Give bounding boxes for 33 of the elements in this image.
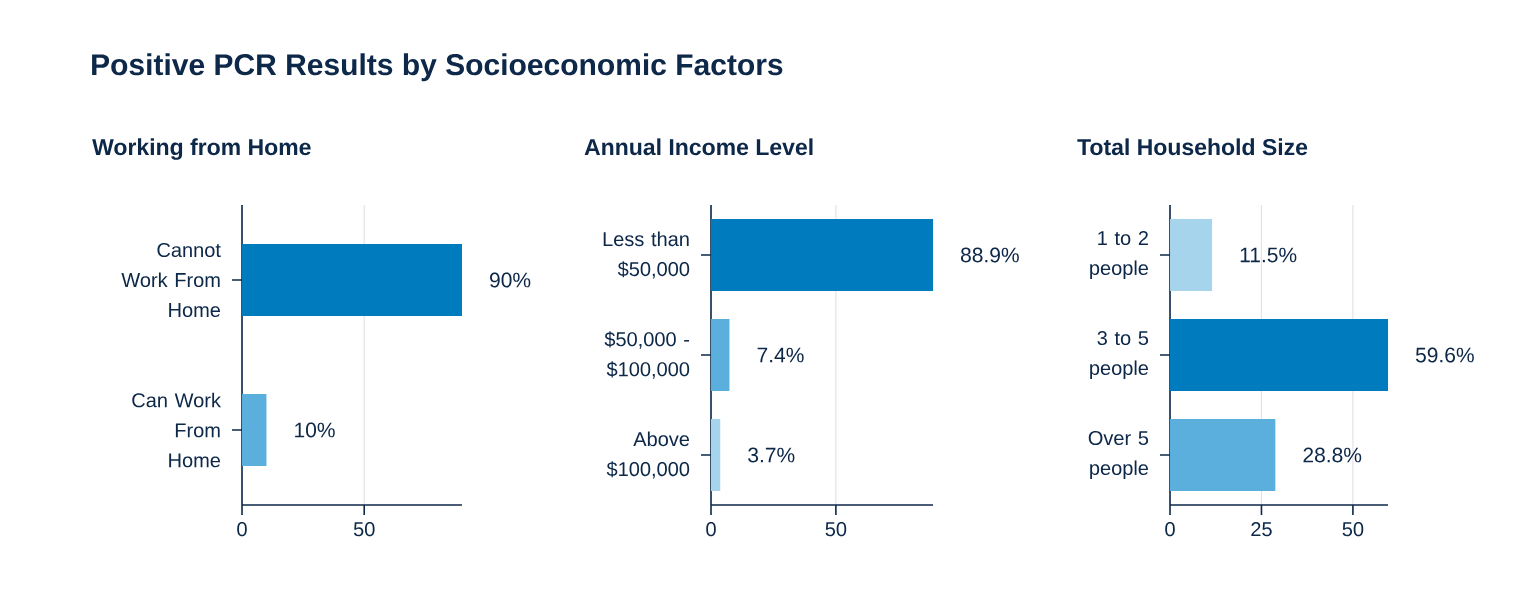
data-label: 7.4% <box>757 347 804 363</box>
x-tick-label: 0 <box>1165 522 1175 537</box>
x-tick-label: 50 <box>353 522 375 537</box>
bar <box>711 219 934 292</box>
bar <box>1170 319 1389 392</box>
y-tick-label: Cannot Work From Home <box>121 242 221 318</box>
bar <box>711 419 721 492</box>
x-tick-label: 25 <box>1251 522 1272 537</box>
y-tick-label: Above $100,000 <box>606 431 690 479</box>
data-label: 88.9% <box>960 247 1019 263</box>
x-tick-label: 50 <box>825 522 847 537</box>
y-tick-label: Over 5 people <box>1088 430 1149 480</box>
y-tick-label: Less than $50,000 <box>603 231 690 279</box>
x-tick-label: 0 <box>237 522 247 537</box>
bar <box>1170 419 1276 492</box>
chart-title: Annual Income Level <box>584 138 813 156</box>
chart-title: Total Household Size <box>1077 138 1308 156</box>
chart-title: Working from Home <box>92 138 311 160</box>
data-label: 59.6% <box>1415 347 1474 363</box>
bar <box>1170 219 1213 292</box>
y-tick-label: 3 to 5 people <box>1090 330 1149 380</box>
x-tick-label: 0 <box>706 522 716 537</box>
data-label: 90% <box>490 272 531 288</box>
text: Positive PCR Results by Socioeconomic Factors <box>92 53 783 82</box>
data-label: 11.5% <box>1240 247 1297 263</box>
bar <box>711 319 730 392</box>
data-label: 3.7% <box>748 447 795 463</box>
y-tick-label: 1 to 2 people <box>1090 230 1149 280</box>
y-tick-label: Can Work From Home <box>132 392 221 468</box>
data-label: 28.8% <box>1303 447 1362 463</box>
x-tick-label: 50 <box>1342 522 1364 537</box>
y-tick-label: $50,000 - $100,000 <box>604 331 690 379</box>
data-label: 10% <box>295 422 335 438</box>
